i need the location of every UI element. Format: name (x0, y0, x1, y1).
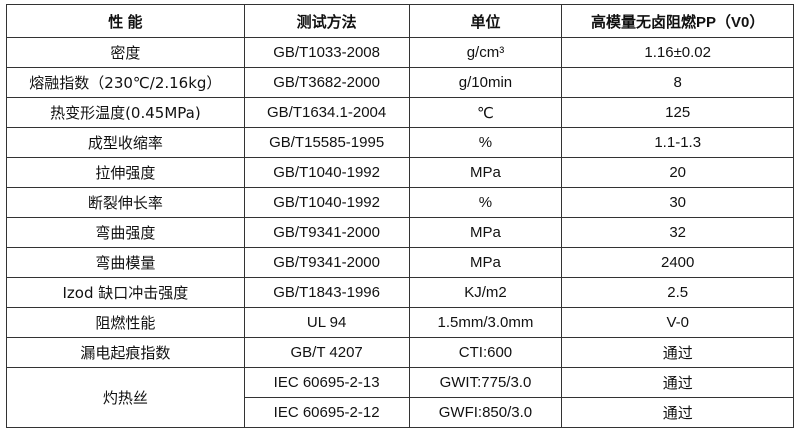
cell-property: 漏电起痕指数 (6, 337, 245, 368)
header-method: 测试方法 (243, 4, 410, 38)
cell-unit: GWIT:775/3.0 (408, 367, 563, 398)
cell-value: 2.5 (561, 277, 794, 308)
cell-property: Izod 缺口冲击强度 (6, 277, 245, 308)
header-row: 性 能 测试方法 单位 高模量无卤阻燃PP（V0） (6, 4, 794, 38)
cell-method: IEC 60695-2-13 (243, 367, 410, 398)
cell-value: 32 (561, 217, 794, 248)
header-value: 高模量无卤阻燃PP（V0） (561, 4, 794, 38)
cell-value: 20 (561, 157, 794, 188)
cell-property: 断裂伸长率 (6, 187, 245, 218)
properties-table: 性 能 测试方法 单位 高模量无卤阻燃PP（V0） 密度 GB/T1033-200… (6, 4, 794, 428)
cell-unit: MPa (408, 157, 563, 188)
cell-method: GB/T 4207 (243, 337, 410, 368)
cell-value: 30 (561, 187, 794, 218)
cell-property: 密度 (6, 37, 245, 68)
cell-value: 通过 (561, 367, 794, 398)
table-row: 成型收缩率 GB/T15585-1995% 1.1-1.3 (6, 127, 794, 158)
table-row: 灼热丝 IEC 60695-2-13 GWIT:775/3.0 通过 (6, 367, 794, 428)
cell-value: 2400 (561, 247, 794, 278)
cell-value: 1.1-1.3 (561, 127, 794, 158)
table-row: 弯曲模量 GB/T9341-2000 MPa 2400 (6, 247, 794, 278)
table-row: 弯曲强度 GB/T9341-2000 MPa 32 (6, 217, 794, 248)
table-row: 密度 GB/T1033-2008 g/cm³ 1.16±0.02 (6, 37, 794, 68)
cell-unit: MPa (408, 247, 563, 278)
cell-value: V-0 (561, 307, 794, 338)
cell-unit: % (408, 127, 563, 158)
cell-property: 阻燃性能 (6, 307, 245, 338)
cell-method: GB/T15585-1995 (243, 127, 410, 158)
cell-property: 弯曲强度 (6, 217, 245, 248)
cell-unit: 1.5mm/3.0mm (408, 307, 563, 338)
cell-property: 拉伸强度 (6, 157, 245, 188)
cell-unit: GWFI:850/3.0 (408, 397, 563, 428)
table-row: Izod 缺口冲击强度 GB/T1843-1996 KJ/m2 2.5 (6, 277, 794, 308)
cell-method: GB/T1040-1992 (243, 187, 410, 218)
cell-property: 热变形温度(0.45MPa) (6, 97, 245, 128)
cell-unit: g/10min (408, 67, 563, 98)
table-row: 熔融指数（230℃/2.16kg） GB/T3682-2000 g/10min 8 (6, 67, 794, 98)
cell-method: UL 94 (243, 307, 410, 338)
cell-method: GB/T1634.1-2004 (243, 97, 410, 128)
cell-method: GB/T9341-2000 (243, 217, 410, 248)
cell-method: GB/T1033-2008 (243, 37, 410, 68)
cell-method: GB/T3682-2000 (243, 67, 410, 98)
cell-property: 成型收缩率 (6, 127, 245, 158)
cell-unit: ℃ (408, 97, 563, 128)
cell-value: 1.16±0.02 (561, 37, 794, 68)
cell-property: 弯曲模量 (6, 247, 245, 278)
cell-unit: % (408, 187, 563, 218)
cell-unit: g/cm³ (408, 37, 563, 68)
cell-method: IEC 60695-2-12 (243, 397, 410, 428)
table-row: 漏电起痕指数 GB/T 4207 CTI:600 通过 (6, 337, 794, 368)
cell-method: GB/T1843-1996 (243, 277, 410, 308)
cell-property: 熔融指数（230℃/2.16kg） (6, 67, 245, 98)
header-unit: 单位 (408, 4, 563, 38)
cell-property: 灼热丝 (6, 367, 245, 428)
cell-unit: KJ/m2 (408, 277, 563, 308)
cell-value: 通过 (561, 397, 794, 428)
table-row: 断裂伸长率 GB/T1040-1992% 30 (6, 187, 794, 218)
table-row: 热变形温度(0.45MPa) GB/T1634.1-2004 ℃ 125 (6, 97, 794, 128)
header-property: 性 能 (6, 4, 245, 38)
cell-method: GB/T1040-1992 (243, 157, 410, 188)
cell-value: 125 (561, 97, 794, 128)
cell-unit: CTI:600 (408, 337, 563, 368)
table-row: 拉伸强度 GB/T1040-1992 MPa 20 (6, 157, 794, 188)
table-row: IEC 60695-2-12 GWFI:850/3.0 通过 (7, 397, 794, 428)
table-row: 阻燃性能 UL 94 1.5mm/3.0mm V-0 (6, 307, 794, 338)
cell-value: 8 (561, 67, 794, 98)
cell-unit: MPa (408, 217, 563, 248)
cell-method: GB/T9341-2000 (243, 247, 410, 278)
cell-value: 通过 (561, 337, 794, 368)
